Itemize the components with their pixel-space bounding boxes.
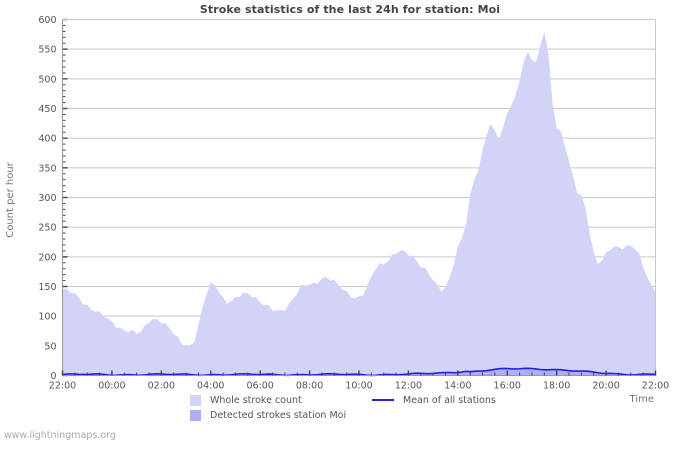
legend-label-mean-of-all-stations: Mean of all stations	[403, 394, 496, 406]
whole-stroke-area	[62, 31, 656, 376]
y-tick-label: 550	[38, 45, 56, 56]
x-tick-label: 00:00	[98, 381, 125, 392]
chart-title: Stroke statistics of the last 24h for st…	[199, 3, 501, 16]
x-tick-label: 20:00	[592, 381, 619, 392]
y-tick-label: 150	[38, 282, 56, 293]
legend-swatch-mean-line	[372, 399, 394, 401]
y-axis-tick-labels: 0 50 100 150 200 250 300 350 400 450 500 550 600	[38, 15, 56, 382]
watermark-text: www.lightningmaps.org	[4, 430, 116, 441]
y-tick-label: 250	[38, 223, 56, 234]
y-tick-label: 300	[38, 193, 56, 204]
x-axis-tick-labels: 22:00 00:00 02:00 04:00 06:00 08:00 10:00 12:00…	[49, 381, 669, 392]
y-tick-label: 500	[38, 74, 56, 85]
x-tick-label: 14:00	[444, 381, 471, 392]
y-tick-label: 600	[38, 15, 56, 26]
y-axis-title: Count per hour	[5, 161, 16, 237]
x-tick-label: 04:00	[197, 381, 224, 392]
legend-swatch-whole-stroke-count	[190, 394, 201, 406]
x-tick-label: 10:00	[345, 381, 372, 392]
y-tick-label: 50	[44, 341, 56, 352]
legend-label-detected-strokes: Detected strokes station Moi	[210, 409, 347, 421]
x-tick-label: 08:00	[296, 381, 323, 392]
legend-item-mean-of-all-stations: Mean of all stations	[372, 393, 496, 407]
x-axis-ticks	[61, 370, 657, 376]
x-tick-label: 02:00	[148, 381, 175, 392]
legend-swatch-detected-strokes	[190, 409, 201, 421]
x-tick-label: 12:00	[395, 381, 422, 392]
x-axis-title: Time	[629, 394, 654, 405]
y-tick-label: 400	[38, 134, 56, 145]
x-tick-label: 22:00	[49, 381, 76, 392]
y-tick-label: 450	[38, 104, 56, 115]
x-tick-label: 18:00	[543, 381, 570, 392]
y-tick-label: 350	[38, 163, 56, 174]
legend-label-whole-stroke-count: Whole stroke count	[210, 394, 302, 406]
x-tick-label: 16:00	[494, 381, 521, 392]
y-tick-label: 200	[38, 252, 56, 263]
series-whole-stroke-count	[62, 31, 656, 376]
x-tick-label: 06:00	[246, 381, 273, 392]
legend-item-whole-stroke-count: Whole stroke count	[190, 393, 302, 407]
chart-legend: Whole stroke count Detected strokes stat…	[62, 393, 656, 427]
legend-item-detected-strokes: Detected strokes station Moi	[190, 408, 346, 422]
y-tick-label: 0	[50, 371, 56, 382]
y-tick-label: 100	[38, 312, 56, 323]
x-tick-label: 22:00	[642, 381, 669, 392]
